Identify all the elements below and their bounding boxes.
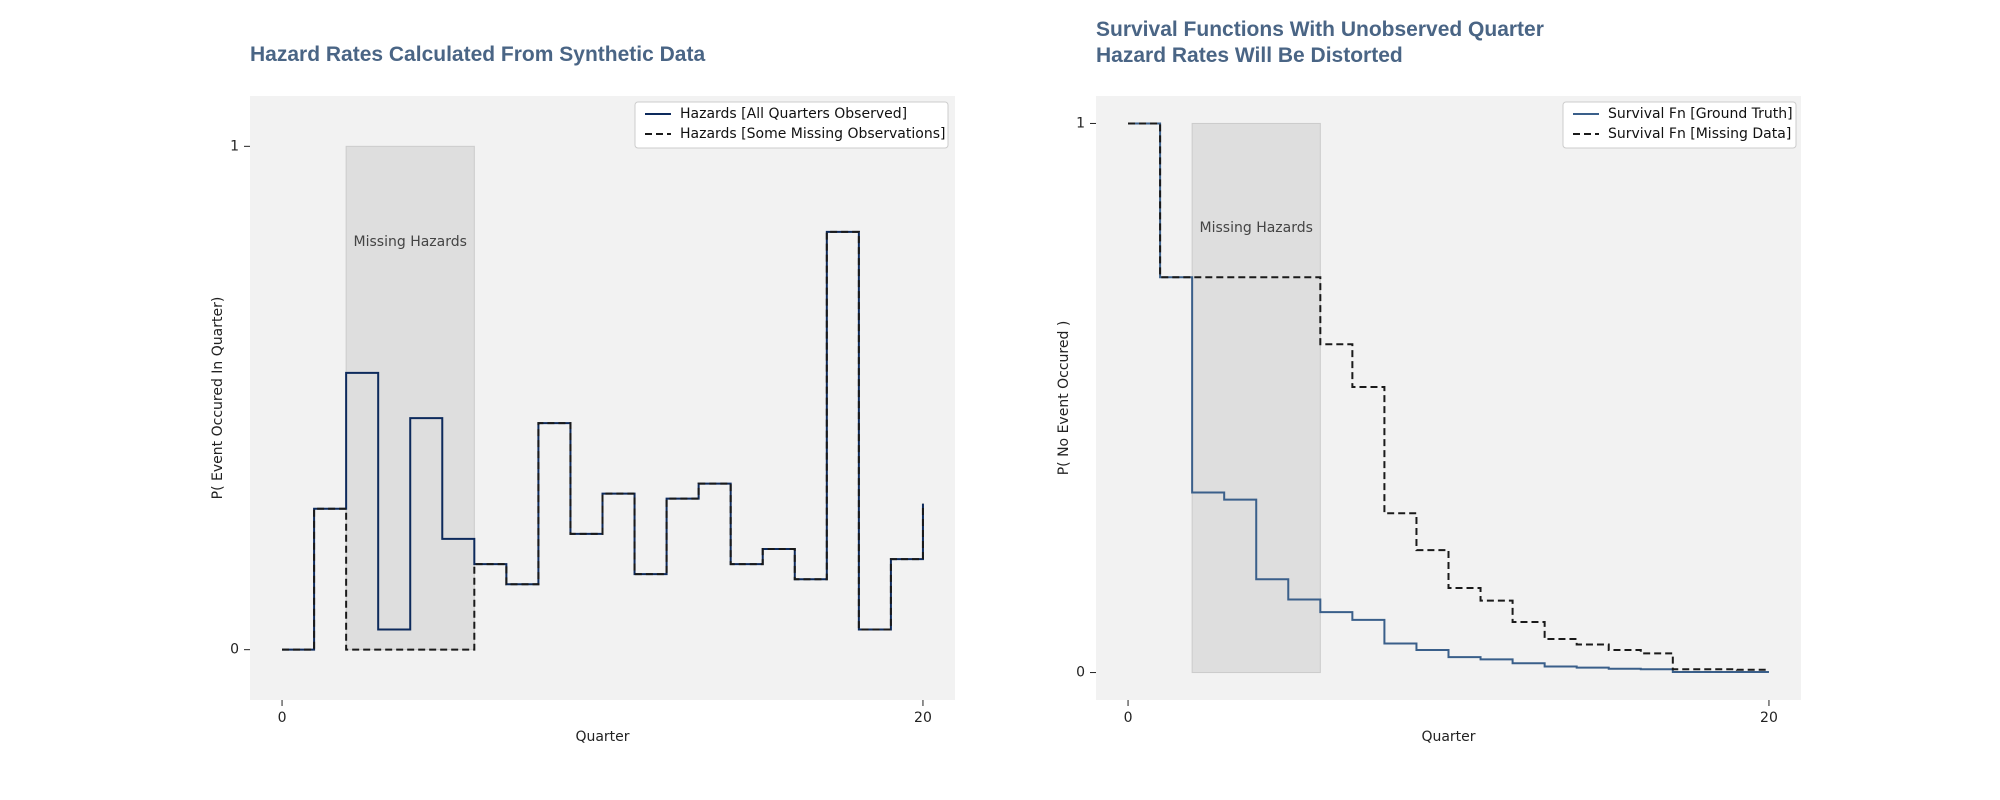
legend-label: Survival Fn [Ground Truth] [1608, 106, 1793, 122]
missing-hazards-label: Missing Hazards [1200, 220, 1313, 236]
legend-label: Hazards [Some Missing Observations] [680, 126, 945, 142]
x-axis-label: Quarter [1421, 729, 1475, 745]
x-tick-label: 20 [914, 710, 932, 726]
legend-label: Survival Fn [Missing Data] [1608, 126, 1791, 142]
chart-title: Hazard Rates Calculated From Synthetic D… [250, 43, 706, 66]
hazard-rates-panel: Hazard Rates Calculated From Synthetic D… [210, 43, 955, 745]
x-axis-label: Quarter [575, 729, 629, 745]
series-line-solid [1128, 122, 1769, 673]
y-tick-label: 1 [230, 138, 239, 154]
legend-box [1562, 101, 1797, 149]
x-tick-label: 20 [1760, 710, 1778, 726]
missing-hazards-region [1191, 122, 1321, 674]
series-line-dashed [1128, 122, 1770, 671]
legend-label: Hazards [All Quarters Observed] [680, 106, 907, 122]
series-line-solid [282, 230, 924, 651]
y-tick-label: 0 [230, 642, 239, 658]
y-tick-label: 1 [1076, 115, 1085, 131]
legend-box [634, 101, 949, 149]
survival-functions-panel: Survival Functions With Unobserved Quart… [1000, 0, 2000, 800]
y-axis-label: P( No Event Occured ) [1056, 321, 1072, 476]
x-tick-label: 0 [1124, 710, 1133, 726]
y-axis-label: P( Event Occured In Quarter) [210, 297, 226, 500]
chart-title: Survival Functions With Unobserved Quart… [1096, 18, 1544, 67]
missing-hazards-label: Missing Hazards [354, 234, 467, 250]
y-tick-label: 0 [1076, 665, 1085, 681]
x-tick-label: 0 [278, 710, 287, 726]
series-line-dashed [282, 230, 924, 651]
